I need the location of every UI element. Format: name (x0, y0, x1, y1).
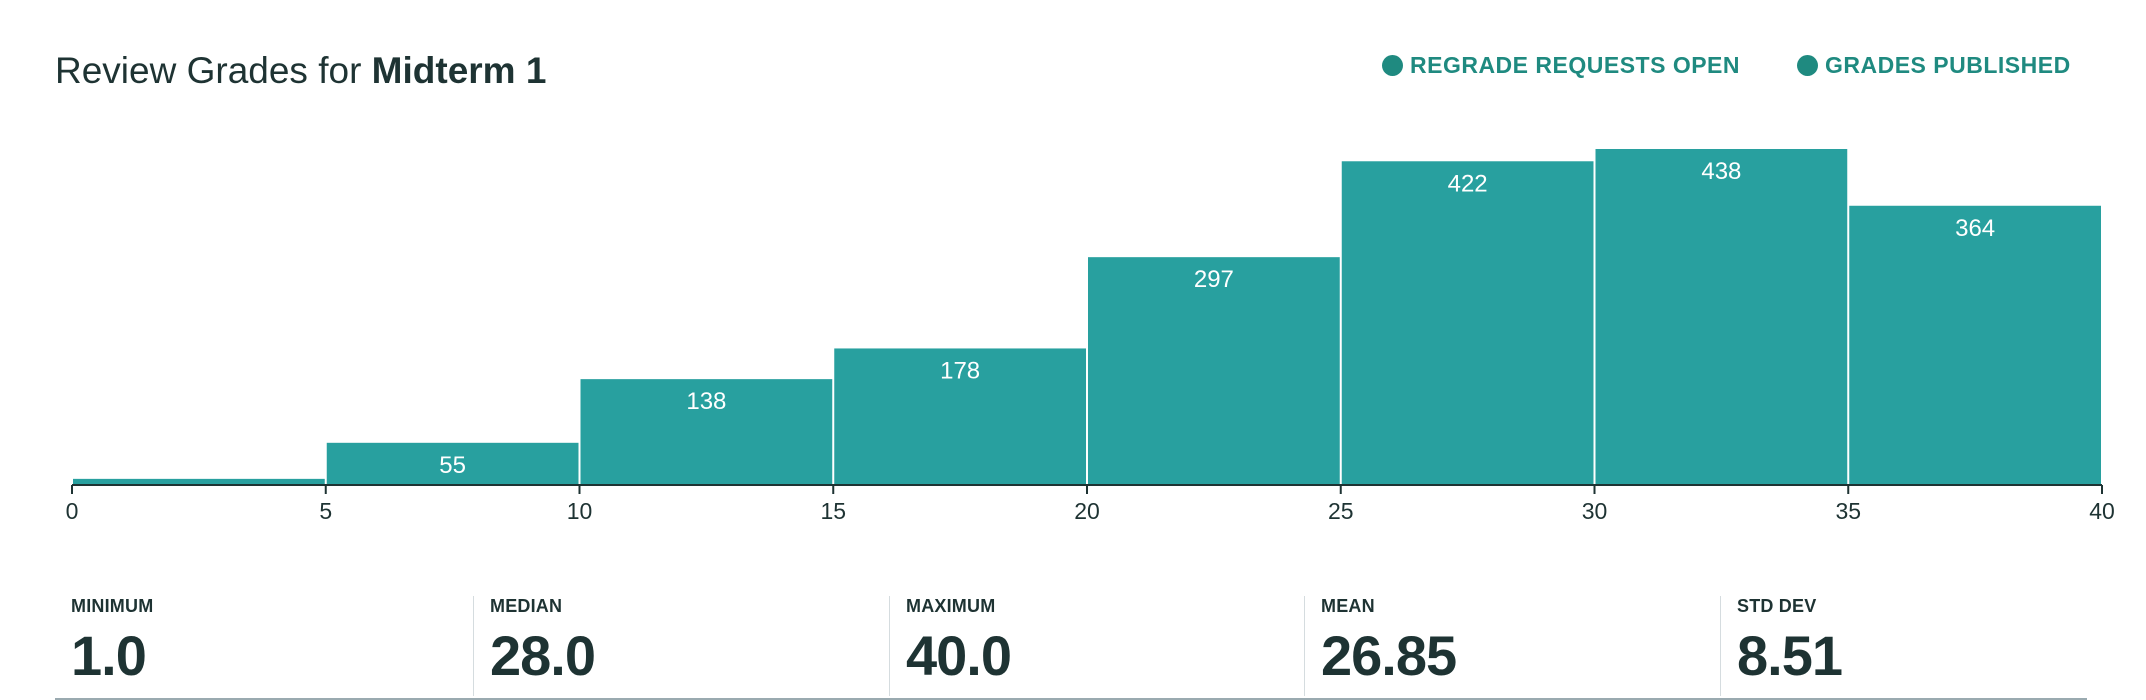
stat-maximum: MAXIMUM 40.0 (889, 596, 1304, 696)
stat-value: 40.0 (906, 624, 1012, 687)
x-tick-label: 30 (1582, 498, 1608, 524)
status-dot-icon (1382, 55, 1403, 76)
x-tick-label: 15 (820, 498, 846, 524)
x-tick-label: 5 (319, 498, 332, 524)
histogram-bar (834, 348, 1086, 485)
bar-value-label: 438 (1701, 158, 1741, 185)
bar-value-label: 422 (1448, 170, 1488, 197)
page-title: Review Grades for Midterm 1 (55, 48, 546, 94)
page-title-prefix: Review Grades for (55, 50, 362, 91)
stat-std-dev: STD DEV 8.51 (1720, 596, 2087, 696)
stat-label: MEAN (1321, 596, 1375, 616)
x-tick-label: 40 (2089, 498, 2115, 524)
assignment-name: Midterm 1 (371, 50, 547, 91)
x-tick-label: 35 (1835, 498, 1861, 524)
stat-minimum: MINIMUM 1.0 (55, 596, 473, 696)
bar-value-label: 178 (940, 357, 980, 384)
bar-value-label: 364 (1955, 215, 1995, 242)
statistics-bar: MINIMUM 1.0 MEDIAN 28.0 MAXIMUM 40.0 MEA… (55, 592, 2087, 700)
stat-label: MEDIAN (490, 596, 563, 616)
histogram-bar (326, 442, 579, 485)
stat-median: MEDIAN 28.0 (473, 596, 889, 696)
histogram-bar (1849, 205, 2101, 485)
regrade-requests-label: REGRADE REQUESTS OPEN (1410, 52, 1740, 78)
histogram-bar (1341, 161, 1594, 485)
stat-value: 8.51 (1737, 624, 1843, 687)
stat-value: 1.0 (71, 624, 147, 687)
stat-mean: MEAN 26.85 (1304, 596, 1720, 696)
histogram-bar (1595, 149, 1848, 485)
histogram-bar (580, 379, 833, 485)
status-dot-icon (1797, 55, 1818, 76)
x-tick-label: 25 (1328, 498, 1354, 524)
bar-value-label: 55 (439, 452, 466, 479)
grades-published-status: GRADES PUBLISHED (1797, 52, 2071, 79)
bar-value-label: 297 (1194, 266, 1234, 293)
grades-published-label: GRADES PUBLISHED (1825, 52, 2071, 78)
stat-label: STD DEV (1737, 596, 1817, 616)
x-tick-label: 10 (567, 498, 593, 524)
regrade-requests-status: REGRADE REQUESTS OPEN (1382, 52, 1740, 79)
stat-value: 26.85 (1321, 624, 1457, 687)
x-tick-label: 20 (1074, 498, 1100, 524)
histogram-bar (1088, 257, 1340, 485)
x-tick-label: 0 (66, 498, 79, 524)
bar-value-label: 138 (686, 388, 726, 415)
histogram-bar (73, 478, 325, 485)
stat-value: 28.0 (490, 624, 596, 687)
grade-histogram: 55 138 178 297 422 438 364 0 5 10 15 20 25 30 35 40 (66, 149, 2115, 524)
stat-label: MINIMUM (71, 596, 154, 616)
stat-label: MAXIMUM (906, 596, 996, 616)
